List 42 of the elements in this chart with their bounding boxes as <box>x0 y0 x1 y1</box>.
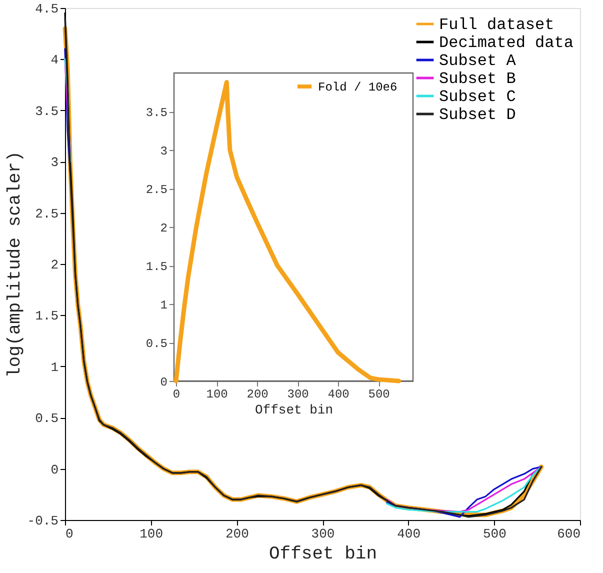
y-tick-label: 0 <box>160 376 168 390</box>
y-tick-label: 0.5 <box>35 411 58 426</box>
y-tick-label: 4.5 <box>35 2 58 16</box>
y-tick-label: 4 <box>50 52 59 68</box>
x-tick-label: 600 <box>557 526 580 542</box>
x-tick-label: 0 <box>66 526 74 542</box>
x-tick-label: 400 <box>397 526 421 542</box>
y-tick-label: 1 <box>160 298 168 312</box>
y-tick-label: 3 <box>160 144 168 158</box>
x-axis-title: Offset bin <box>254 402 334 418</box>
x-tick-label: 100 <box>140 526 164 542</box>
legend-label: Full dataset <box>439 16 554 34</box>
x-axis-title: Offset bin <box>268 544 378 564</box>
y-tick-label: 2.5 <box>146 183 168 197</box>
legend-label: Decimated data <box>439 34 574 52</box>
x-tick-label: 200 <box>246 388 268 402</box>
y-tick-label: 0 <box>50 462 58 478</box>
x-tick-label: 500 <box>368 388 390 402</box>
y-tick-label: 1.5 <box>146 260 168 274</box>
y-tick-label: 1.5 <box>35 308 58 324</box>
y-tick-label: 2 <box>50 258 58 272</box>
y-tick-label: 3.5 <box>35 104 58 119</box>
y-tick-label: 2.5 <box>35 206 58 222</box>
x-tick-label: 500 <box>482 526 506 542</box>
x-tick-label: 300 <box>287 388 309 402</box>
y-tick-label: 2 <box>160 222 168 236</box>
legend-label: Subset B <box>439 70 516 88</box>
x-tick-label: 400 <box>328 388 350 402</box>
x-tick-label: 0 <box>172 388 180 402</box>
legend-label: Subset D <box>439 106 516 124</box>
y-tick-label: 3 <box>50 155 58 170</box>
y-tick-label: -0.5 <box>27 514 58 528</box>
x-tick-label: 300 <box>311 526 335 542</box>
y-tick-label: 3.5 <box>146 106 168 120</box>
legend-label: Fold / 10e6 <box>318 80 398 94</box>
x-tick-label: 100 <box>206 388 228 402</box>
legend-label: Subset A <box>439 52 516 70</box>
y-axis-title: log(amplitude scaler) <box>5 151 26 378</box>
y-tick-label: 1 <box>50 360 59 375</box>
legend-label: Subset C <box>439 88 516 106</box>
x-tick-label: 200 <box>225 526 249 542</box>
y-tick-label: 0.5 <box>146 337 168 351</box>
